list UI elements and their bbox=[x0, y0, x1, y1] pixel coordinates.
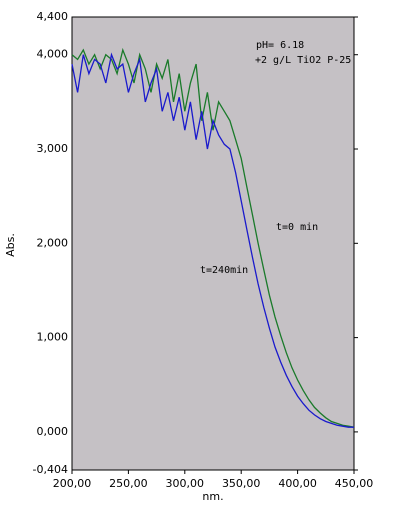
x-axis-label: nm. bbox=[202, 490, 223, 503]
series-line bbox=[71, 47, 355, 428]
series-line bbox=[71, 52, 354, 428]
y-tick-label: 4,000 bbox=[37, 48, 69, 61]
x-tick-label: 300,00 bbox=[166, 477, 205, 490]
x-tick-label: 450,00 bbox=[335, 477, 374, 490]
series-label: t=240min bbox=[200, 265, 248, 276]
y-tick-label: 4,400 bbox=[37, 10, 69, 23]
y-tick-label: 0,000 bbox=[37, 425, 69, 438]
annotation: +2 g/L TiO2 P-25 bbox=[255, 55, 351, 66]
annotation: pH= 6.18 bbox=[256, 40, 304, 51]
x-tick-label: 250,00 bbox=[109, 477, 148, 490]
y-tick-label: -0,404 bbox=[33, 463, 68, 476]
x-tick-label: 350,00 bbox=[222, 477, 261, 490]
y-tick-label: 2,000 bbox=[37, 236, 69, 249]
x-tick-label: 400,00 bbox=[278, 477, 317, 490]
y-axis-label: Abs. bbox=[4, 233, 17, 257]
y-tick-label: 3,000 bbox=[37, 142, 69, 155]
plot-area bbox=[71, 16, 355, 471]
x-tick-label: 200,00 bbox=[53, 477, 92, 490]
series-label: t=0 min bbox=[276, 222, 318, 233]
y-tick-label: 1,000 bbox=[37, 331, 69, 344]
